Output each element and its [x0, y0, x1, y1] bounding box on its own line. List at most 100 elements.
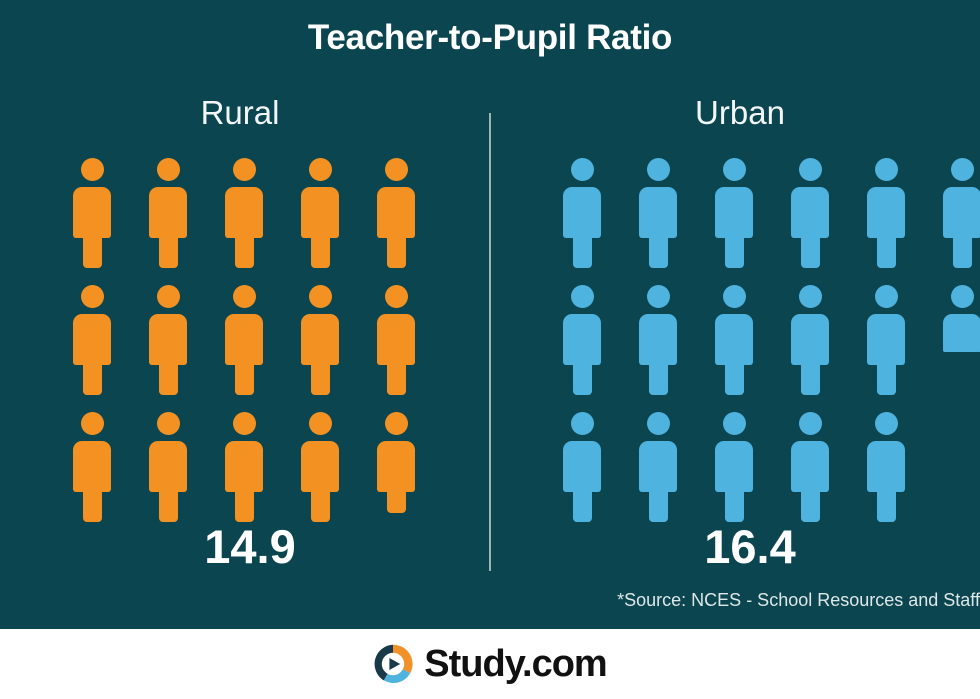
person-icon [636, 158, 680, 268]
page-title: Teacher-to-Pupil Ratio [307, 18, 673, 57]
person-icon [222, 285, 266, 395]
person-head [157, 158, 180, 181]
person-icon [298, 285, 342, 395]
person-legs [573, 230, 592, 268]
person-head [233, 412, 256, 435]
person-torso [377, 441, 415, 492]
person-torso [791, 314, 829, 365]
person-torso [301, 187, 339, 238]
person-head [875, 412, 898, 435]
person-head [723, 285, 746, 308]
person-torso [639, 314, 677, 365]
person-icon [940, 158, 980, 268]
person-icon [374, 285, 418, 395]
person-legs [801, 230, 820, 268]
person-torso [943, 187, 980, 238]
person-icon [560, 412, 604, 522]
person-legs [649, 230, 668, 268]
person-legs [877, 230, 896, 268]
footer-bar: Study.com [0, 629, 980, 699]
person-icon [864, 158, 908, 268]
person-torso [867, 441, 905, 492]
study-dot-com-logo-icon [374, 644, 413, 684]
person-legs [311, 230, 330, 268]
brand-logo[interactable]: Study.com [0, 629, 980, 699]
person-legs [877, 484, 896, 522]
value-rural: 14.9 [204, 520, 296, 573]
person-torso [791, 441, 829, 492]
person-legs [311, 357, 330, 395]
person-torso [715, 187, 753, 238]
person-head [647, 158, 670, 181]
person-torso [563, 314, 601, 365]
person-head [309, 412, 332, 435]
person-icon [222, 412, 266, 522]
person-icon [712, 412, 756, 522]
person-head [799, 412, 822, 435]
person-legs [387, 230, 406, 268]
person-icon [70, 285, 114, 395]
person-legs [159, 484, 178, 522]
person-legs [235, 230, 254, 268]
person-legs [387, 357, 406, 395]
person-torso [225, 441, 263, 492]
person-icon [788, 158, 832, 268]
person-legs [159, 357, 178, 395]
person-head [723, 158, 746, 181]
person-head [875, 285, 898, 308]
person-legs [83, 357, 102, 395]
person-torso [639, 187, 677, 238]
person-torso [867, 187, 905, 238]
person-legs [83, 230, 102, 268]
person-icon [146, 158, 190, 268]
person-icon [222, 158, 266, 268]
person-head [157, 412, 180, 435]
person-head [233, 285, 256, 308]
person-icon-partial [940, 285, 980, 395]
person-head [951, 158, 974, 181]
person-icon [636, 285, 680, 395]
person-torso [73, 314, 111, 365]
person-torso [149, 314, 187, 365]
person-legs [387, 484, 406, 513]
person-torso [791, 187, 829, 238]
person-legs [159, 230, 178, 268]
person-torso [715, 314, 753, 365]
person-torso [639, 441, 677, 492]
person-torso [73, 441, 111, 492]
chart-panel: Teacher-to-Pupil Ratio Rural Urban [0, 0, 980, 629]
person-torso [73, 187, 111, 238]
person-head [571, 412, 594, 435]
person-head [385, 158, 408, 181]
person-head [647, 412, 670, 435]
person-torso [149, 187, 187, 238]
person-torso [301, 441, 339, 492]
person-icon [788, 412, 832, 522]
person-legs [649, 484, 668, 522]
person-legs [725, 357, 744, 395]
brand-logo-text: Study.com [424, 642, 607, 685]
person-head [647, 285, 670, 308]
person-torso [563, 187, 601, 238]
person-torso [225, 314, 263, 365]
person-head [951, 285, 974, 308]
person-head [309, 285, 332, 308]
person-legs [83, 484, 102, 522]
person-legs [573, 484, 592, 522]
person-icon [636, 412, 680, 522]
person-torso [943, 314, 980, 352]
person-torso [563, 441, 601, 492]
person-torso [715, 441, 753, 492]
person-icon [146, 285, 190, 395]
person-head [385, 285, 408, 308]
person-head [233, 158, 256, 181]
person-head [571, 285, 594, 308]
person-legs [725, 484, 744, 522]
person-icon [788, 285, 832, 395]
person-icon [146, 412, 190, 522]
group-label-urban: Urban [695, 94, 785, 131]
person-legs [953, 230, 972, 268]
person-legs [649, 357, 668, 395]
person-head [875, 158, 898, 181]
group-label-rural: Rural [200, 94, 280, 131]
